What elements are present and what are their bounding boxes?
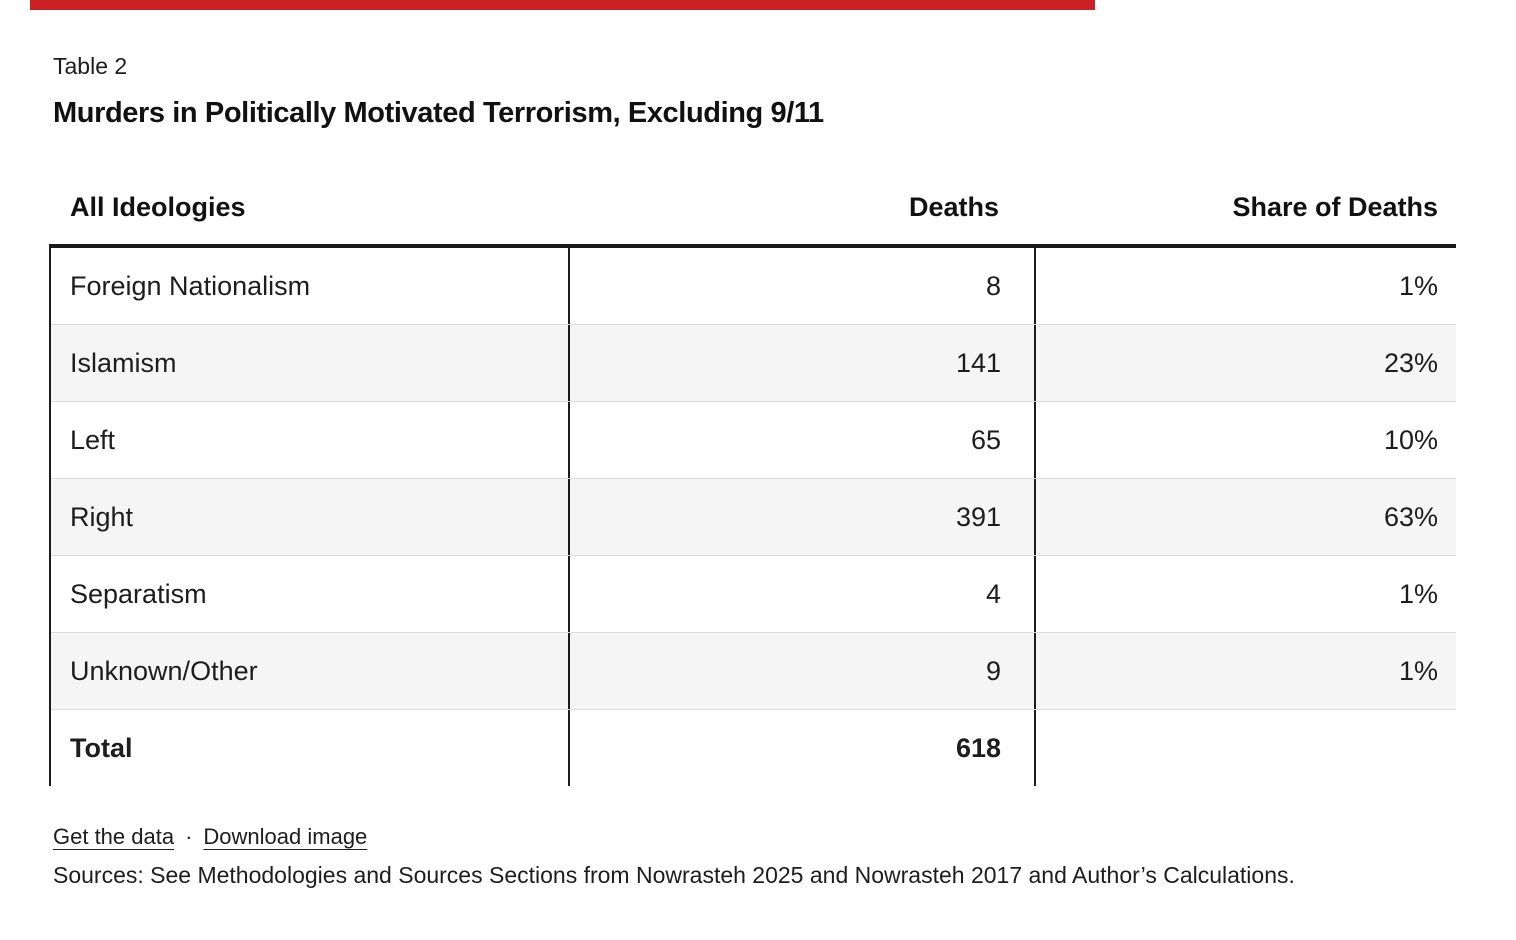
total-share-cell <box>1034 710 1456 786</box>
share-cell: 1% <box>1034 633 1456 709</box>
column-header-all-ideologies: All Ideologies <box>70 192 246 222</box>
sources-text: Sources: See Methodologies and Sources S… <box>53 862 1295 888</box>
share-cell: 23% <box>1034 325 1456 401</box>
table-row-islamism: Islamism 141 23% <box>51 324 1456 401</box>
table-row-total: Total 618 <box>51 709 1456 786</box>
ideology-cell: Right <box>70 501 134 532</box>
page-title: Murders in Politically Motivated Terrori… <box>53 97 824 129</box>
deaths-cell: 9 <box>568 633 1034 709</box>
share-cell: 10% <box>1034 402 1456 478</box>
top-accent-bar <box>30 0 1095 10</box>
table-row-right: Right 391 63% <box>51 478 1456 555</box>
link-separator-dot: · <box>185 824 193 849</box>
ideology-cell: Left <box>70 424 116 455</box>
table-row-unknown-other: Unknown/Other 9 1% <box>51 632 1456 709</box>
ideology-deaths-table: All Ideologies Deaths Share of Deaths Fo… <box>49 185 1456 786</box>
deaths-cell: 8 <box>568 248 1034 324</box>
get-the-data-link[interactable]: Get the data <box>53 824 175 849</box>
download-image-link[interactable]: Download image <box>203 824 368 849</box>
ideology-cell: Foreign Nationalism <box>70 270 311 301</box>
deaths-cell: 141 <box>568 325 1034 401</box>
share-cell: 63% <box>1034 479 1456 555</box>
deaths-cell: 391 <box>568 479 1034 555</box>
share-cell: 1% <box>1034 248 1456 324</box>
table-row-separatism: Separatism 4 1% <box>51 555 1456 632</box>
share-cell: 1% <box>1034 556 1456 632</box>
column-header-share-of-deaths: Share of Deaths <box>1232 192 1438 222</box>
column-header-deaths: Deaths <box>908 192 999 222</box>
table-header-row: All Ideologies Deaths Share of Deaths <box>49 185 1456 244</box>
total-deaths-cell: 618 <box>568 710 1034 786</box>
table-number-label: Table 2 <box>53 53 128 79</box>
figure-container: Table 2 Murders in Politically Motivated… <box>49 0 1456 891</box>
total-label-cell: Total <box>70 732 133 763</box>
deaths-cell: 4 <box>568 556 1034 632</box>
table-body: Foreign Nationalism 8 1% Islamism 141 23… <box>49 244 1456 786</box>
deaths-cell: 65 <box>568 402 1034 478</box>
ideology-cell: Islamism <box>70 347 177 378</box>
table-row-foreign-nationalism: Foreign Nationalism 8 1% <box>51 248 1456 324</box>
table-row-left: Left 65 10% <box>51 401 1456 478</box>
ideology-cell: Separatism <box>70 578 207 609</box>
footer-links: Get the data · Download image <box>53 824 1456 850</box>
ideology-cell: Unknown/Other <box>70 655 258 686</box>
